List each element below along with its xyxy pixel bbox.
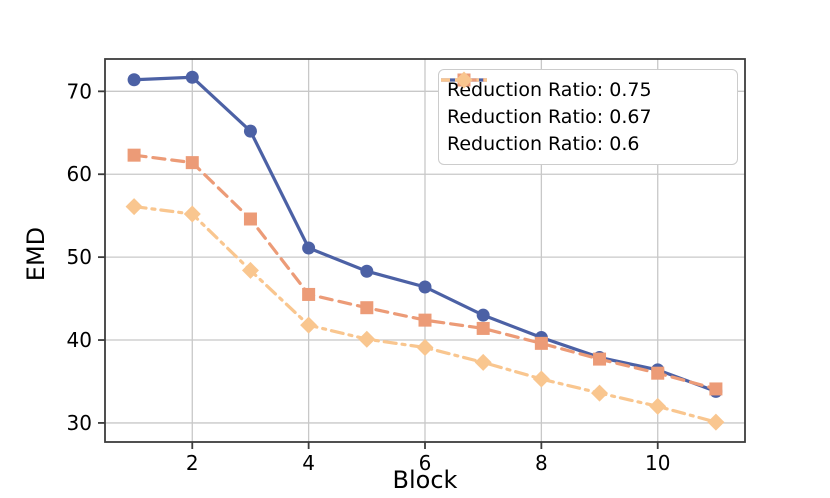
legend-marker	[455, 71, 473, 89]
x-tick-label: 4	[302, 451, 315, 475]
data-point	[707, 413, 725, 431]
series-2	[125, 198, 725, 431]
y-tick-label: 70	[67, 79, 92, 103]
data-point	[651, 366, 665, 380]
data-point	[243, 124, 257, 138]
y-axis-label: EMD	[22, 226, 50, 282]
data-point	[302, 241, 316, 255]
x-axis-label: Block	[392, 466, 458, 494]
x-tick-label: 6	[419, 451, 432, 475]
data-point	[649, 397, 667, 415]
data-point	[532, 370, 550, 388]
data-point	[360, 301, 374, 315]
series-1	[127, 148, 723, 396]
data-point	[416, 338, 434, 356]
data-point	[418, 313, 432, 327]
data-point	[591, 384, 609, 402]
legend-sample-diamond-icon	[441, 71, 487, 89]
data-point	[300, 316, 318, 334]
data-point	[358, 330, 376, 348]
data-point	[127, 73, 141, 87]
x-tick-label: 8	[535, 451, 548, 475]
y-tick-label: 40	[67, 328, 92, 352]
data-point	[185, 156, 199, 170]
legend-label: Reduction Ratio: 0.67	[447, 105, 652, 128]
legend-item: Reduction Ratio: 0.67	[441, 73, 727, 130]
x-tick-label: 2	[186, 451, 199, 475]
data-point	[476, 321, 490, 335]
data-point	[127, 148, 141, 162]
data-point	[476, 308, 490, 322]
legend: Reduction Ratio: 0.75 Reduction Ratio: 0.…	[438, 69, 738, 165]
data-point	[302, 287, 316, 301]
legend-item: Reduction Ratio: 0.6	[441, 71, 727, 158]
y-tick-label: 60	[67, 162, 92, 186]
data-point	[418, 280, 432, 294]
data-point	[125, 198, 143, 216]
data-point	[709, 382, 723, 396]
y-tick-label: 50	[67, 245, 92, 269]
legend-item: Reduction Ratio: 0.75	[441, 73, 727, 103]
x-tick-label: 10	[645, 451, 670, 475]
data-point	[183, 205, 201, 223]
data-point	[360, 264, 374, 278]
plot-frame	[104, 58, 746, 443]
series-line	[132, 204, 718, 424]
legend-label: Reduction Ratio: 0.6	[447, 133, 640, 156]
data-point	[185, 70, 199, 84]
data-point	[593, 352, 607, 366]
data-point	[474, 353, 492, 371]
data-point	[243, 212, 257, 226]
y-tick-label: 30	[67, 411, 92, 435]
legend-label: Reduction Ratio: 0.75	[447, 78, 652, 101]
data-point	[241, 261, 259, 279]
data-point	[534, 336, 548, 350]
